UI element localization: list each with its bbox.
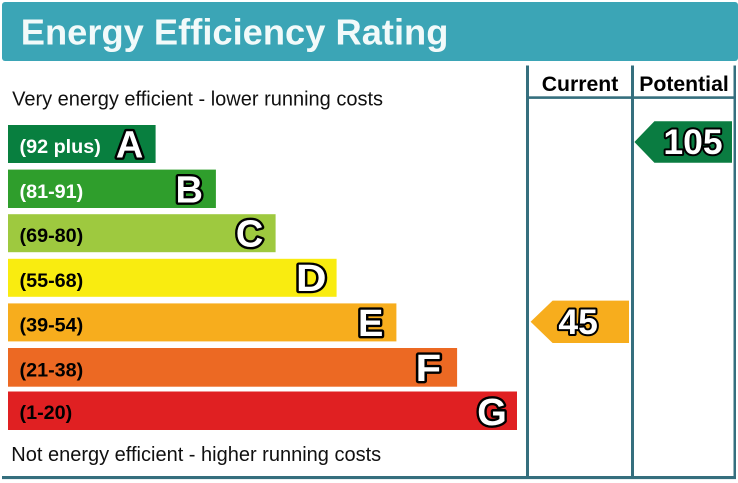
- svg-text:(92 plus): (92 plus): [20, 136, 101, 158]
- svg-text:(81-91): (81-91): [20, 181, 84, 203]
- svg-text:45: 45: [558, 302, 598, 342]
- svg-text:D: D: [296, 258, 327, 300]
- svg-text:(39-54): (39-54): [20, 314, 84, 336]
- svg-text:E: E: [358, 303, 383, 345]
- svg-text:B: B: [175, 169, 202, 211]
- svg-text:C: C: [236, 214, 263, 256]
- svg-text:(21-38): (21-38): [20, 359, 84, 381]
- svg-text:G: G: [477, 392, 507, 434]
- svg-text:Current: Current: [542, 73, 619, 96]
- svg-text:Very energy efficient - lower: Very energy efficient - lower running co…: [12, 89, 383, 111]
- svg-text:Energy Efficiency Rating: Energy Efficiency Rating: [21, 12, 449, 53]
- svg-text:Potential: Potential: [639, 73, 728, 96]
- svg-text:(55-68): (55-68): [20, 270, 84, 292]
- svg-text:A: A: [116, 124, 143, 166]
- svg-text:105: 105: [663, 122, 722, 162]
- svg-text:(69-80): (69-80): [20, 225, 84, 247]
- svg-text:F: F: [416, 348, 442, 390]
- svg-text:Not energy efficient - higher: Not energy efficient - higher running co…: [11, 444, 381, 466]
- svg-text:(1-20): (1-20): [20, 402, 73, 424]
